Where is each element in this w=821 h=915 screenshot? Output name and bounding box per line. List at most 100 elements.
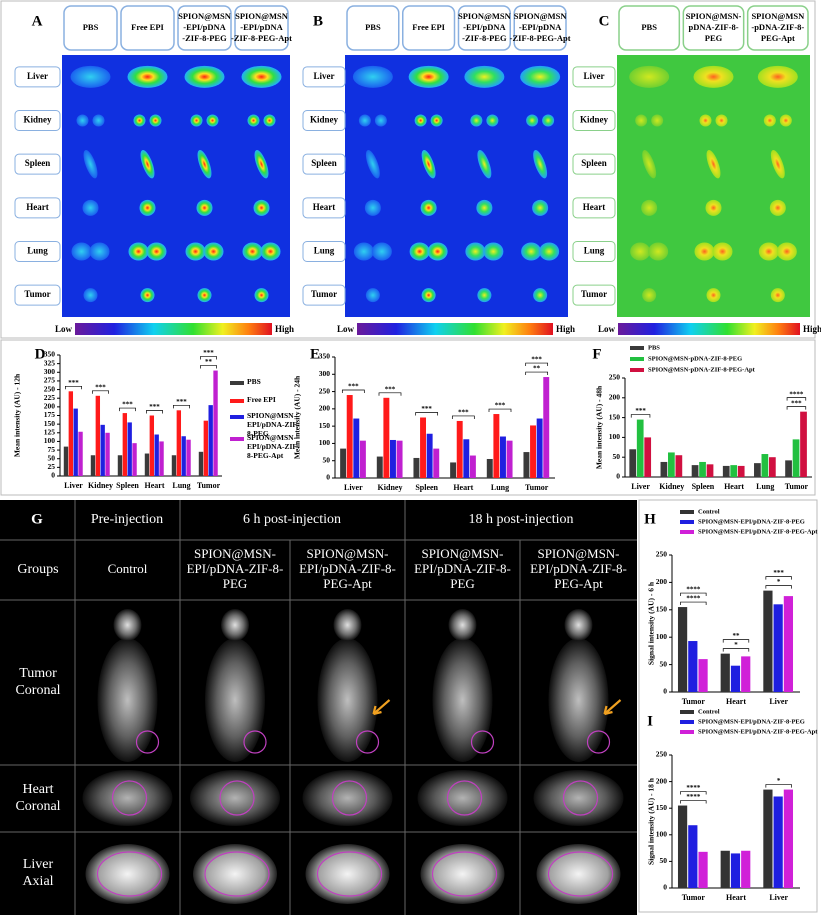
organ-signal [414, 114, 427, 127]
bar [506, 440, 513, 478]
organ-signal [533, 288, 548, 303]
group-header-box [177, 5, 232, 51]
legend-swatch [630, 368, 644, 372]
y-tick-label: 350 [44, 350, 56, 359]
significance-bracket [680, 800, 707, 804]
group-header: PBS [365, 22, 381, 32]
mri-heart [302, 770, 393, 826]
y-tick-label: 200 [609, 393, 621, 402]
bar [530, 425, 537, 478]
x-tick-label: Tumor [525, 483, 549, 492]
x-tick-label: Liver [344, 483, 363, 492]
mri-text: SPION@MSN- [194, 546, 276, 561]
group-header: -EPI/pDNA [240, 22, 283, 32]
organ-signal [260, 242, 281, 261]
significance-label: ** [205, 358, 213, 366]
y-tick-label: 50 [48, 453, 56, 462]
bar [144, 453, 150, 476]
legend-label: SPION@MSN-pDNA-ZIF-8-PEG-Apt [648, 366, 756, 373]
mri-text: PEG-Apt [554, 576, 603, 591]
y-tick-label: 300 [319, 369, 331, 378]
bar [783, 789, 794, 888]
bar [698, 851, 708, 888]
y-tick-label: 50 [323, 455, 331, 464]
bar [785, 460, 792, 477]
bar [176, 410, 182, 476]
organ-signal [421, 288, 436, 303]
bar [720, 850, 730, 888]
group-header: -ZIF-8-PEG-Apt [231, 33, 292, 43]
organ-signal [241, 65, 282, 88]
legend-label: SPION@MSN-EPI/pDNA-ZIF-8-PEG [698, 518, 805, 525]
organ-signal [533, 149, 548, 179]
legend-swatch [630, 346, 644, 350]
mri-body [205, 638, 265, 762]
legend-swatch [230, 399, 244, 403]
legend-label: SPION@MSN-EPI/pDNA-ZIF-8-PEG-Apt [247, 433, 300, 459]
group-header: SPION@MSN- [686, 11, 742, 21]
organ-signal [196, 199, 213, 216]
bar [737, 465, 745, 477]
mri-text: EPI/pDNA-ZIF-8- [299, 561, 396, 576]
organ-signal [254, 149, 269, 179]
bar [213, 370, 218, 476]
bar [730, 853, 741, 888]
legend-label: SPION@MSN-EPI/pDNA-ZIF-8-PEG-Apt [698, 528, 818, 535]
group-header: SPION@MSN [178, 11, 232, 21]
bar [668, 452, 675, 477]
organ-signal [247, 114, 260, 127]
mri-heart [82, 770, 173, 826]
bar [359, 440, 366, 478]
organ-signal [712, 242, 733, 261]
legend-swatch [680, 720, 694, 724]
organ-signal [408, 65, 449, 88]
organ-signal [82, 199, 99, 216]
organ-signal [465, 242, 486, 261]
y-tick-label: 150 [319, 421, 331, 430]
bar [383, 397, 390, 478]
mri-text: Coronal [15, 799, 60, 814]
significance-label: *** [531, 356, 542, 364]
mri-text: 6 h post-injection [243, 512, 341, 527]
roi-ellipse [431, 851, 498, 897]
roi-circle [586, 730, 611, 754]
organ-signal [420, 199, 437, 216]
bar [644, 437, 652, 477]
y-axis-title: Signal intensity (AU) - 18 h [647, 777, 656, 865]
organ-signal [197, 149, 212, 179]
scale-high: High [556, 324, 575, 334]
organ-signal [641, 199, 658, 216]
significance-bracket [786, 406, 807, 410]
mri-body [97, 638, 158, 762]
scale-high: High [803, 324, 821, 334]
organ-signal [706, 149, 721, 179]
bar [722, 465, 730, 477]
bar [741, 656, 751, 692]
bar [543, 377, 550, 478]
panel-letter: A [32, 13, 43, 29]
organ-signal [635, 114, 648, 127]
y-axis-title: Signal intensity (AU) - 6 h [647, 581, 656, 665]
significance-label: **** [686, 595, 701, 603]
significance-label: *** [635, 407, 646, 415]
mri-head [448, 609, 477, 641]
organ-signal [651, 114, 664, 127]
bar [413, 457, 420, 478]
x-tick-label: Liver [631, 482, 650, 491]
significance-label: *** [149, 403, 160, 411]
organ-signal [127, 65, 168, 88]
y-tick-label: 350 [319, 352, 331, 361]
significance-bracket [722, 648, 750, 652]
organ-signal [476, 199, 493, 216]
y-tick-label: 250 [319, 386, 331, 395]
bar [677, 607, 688, 692]
y-tick-label: 125 [44, 428, 56, 437]
panel-letter: B [313, 13, 323, 29]
organ-signal [648, 242, 669, 261]
mri-text: Pre-injection [91, 512, 163, 527]
significance-bracket [65, 385, 82, 390]
mri-text: Coronal [15, 683, 60, 698]
mri-text: Groups [17, 562, 58, 577]
mri-text: EPI/pDNA-ZIF-8- [187, 561, 284, 576]
organ-label-box [302, 110, 346, 131]
